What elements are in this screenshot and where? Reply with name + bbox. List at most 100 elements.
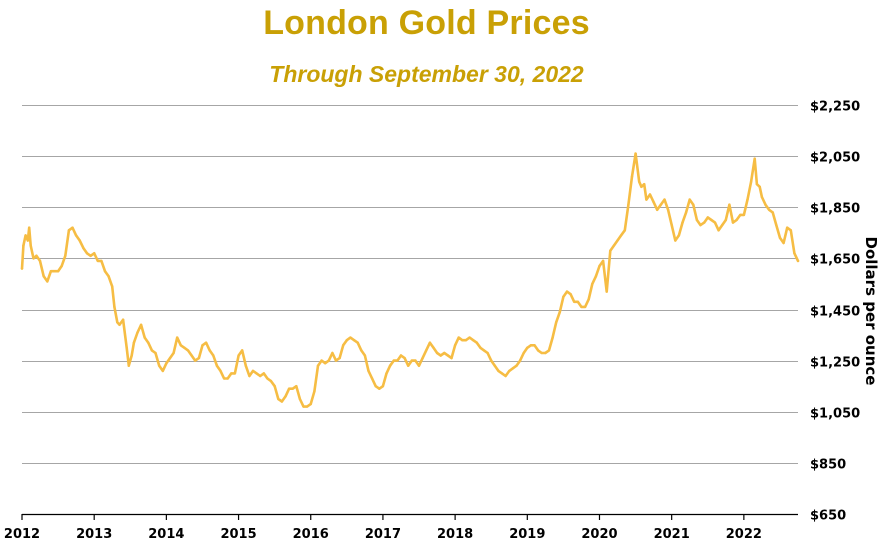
data-point	[547, 349, 551, 352]
data-point	[645, 198, 648, 201]
data-point	[643, 183, 646, 186]
data-point	[573, 300, 576, 303]
data-point	[20, 267, 24, 270]
data-point	[259, 374, 262, 378]
data-point	[504, 374, 507, 378]
data-point	[46, 280, 49, 283]
x-axis-labels: 2012 2013 2014 2015 2016 2017 2018 2019 2020 2021…	[4, 527, 762, 542]
data-point	[113, 305, 116, 309]
data-point	[172, 351, 175, 355]
data-point	[71, 226, 74, 229]
data-point	[666, 208, 670, 211]
x-tick-label: 2018	[437, 527, 473, 542]
data-point	[89, 254, 92, 257]
data-point	[587, 298, 590, 301]
data-point	[598, 264, 601, 268]
data-point	[197, 356, 201, 360]
data-point	[536, 349, 540, 352]
data-point	[594, 275, 598, 278]
data-point	[591, 282, 594, 286]
data-point	[760, 195, 764, 199]
data-point	[374, 385, 377, 388]
data-point	[186, 349, 190, 352]
data-point	[121, 318, 125, 321]
data-point	[269, 379, 273, 383]
data-point	[302, 405, 305, 408]
data-point	[472, 339, 475, 342]
y-tick-label: $1,450	[810, 305, 860, 320]
data-point	[403, 356, 406, 360]
data-point	[652, 200, 655, 204]
data-point	[324, 362, 327, 365]
data-point	[255, 372, 258, 375]
data-point	[396, 359, 399, 362]
data-point	[450, 356, 453, 360]
data-point	[428, 341, 432, 344]
data-point	[226, 377, 229, 380]
data-point	[486, 351, 489, 355]
data-point	[32, 257, 35, 260]
data-point	[468, 336, 471, 339]
data-point	[421, 356, 424, 360]
data-point	[204, 341, 208, 344]
x-tick-label: 2015	[220, 527, 256, 542]
data-point	[313, 390, 316, 393]
data-point	[580, 305, 583, 309]
data-point	[111, 285, 114, 288]
data-point	[457, 336, 460, 339]
data-point	[735, 218, 738, 222]
data-point	[728, 203, 731, 206]
data-point	[150, 349, 154, 352]
data-point	[190, 354, 193, 357]
data-point	[446, 354, 450, 357]
data-point	[414, 359, 417, 362]
data-point	[49, 270, 53, 273]
data-point	[370, 377, 374, 380]
data-point	[526, 346, 529, 349]
data-point	[742, 213, 746, 217]
data-point	[385, 372, 388, 375]
data-point	[168, 356, 172, 360]
data-point	[634, 152, 637, 155]
data-point	[717, 229, 720, 232]
data-point	[56, 270, 60, 273]
series-line-gold-price	[20, 152, 800, 408]
data-point	[663, 198, 666, 201]
y-tick-label: $2,050	[810, 151, 860, 166]
data-point	[710, 218, 713, 222]
x-tick-label: 2020	[581, 527, 617, 542]
y-tick-label: $2,250	[810, 100, 860, 115]
data-point	[284, 395, 287, 398]
data-point	[688, 198, 691, 201]
data-point	[143, 336, 146, 339]
data-point	[731, 221, 735, 224]
data-point	[497, 369, 500, 373]
data-point	[208, 349, 211, 352]
data-point	[320, 359, 323, 362]
data-point	[482, 349, 486, 352]
data-point	[67, 229, 71, 232]
data-point	[327, 359, 330, 362]
gridlines	[22, 105, 798, 464]
data-point	[352, 339, 356, 342]
data-point	[103, 270, 107, 273]
data-point	[544, 351, 547, 355]
x-tick-label: 2019	[509, 527, 545, 542]
chart-title: London Gold Prices	[263, 4, 590, 42]
x-tick-label: 2017	[365, 527, 401, 542]
data-point	[558, 310, 561, 314]
data-point	[378, 387, 381, 390]
data-point	[60, 264, 63, 268]
data-point	[796, 259, 800, 263]
data-point	[490, 359, 493, 362]
data-point	[349, 336, 352, 339]
data-point	[417, 364, 421, 367]
data-point	[755, 183, 759, 186]
data-point	[767, 208, 771, 211]
data-point	[605, 290, 608, 293]
y-tick-label: $1,250	[810, 356, 860, 371]
data-point	[721, 223, 724, 227]
y-tick-label: $1,650	[810, 253, 860, 268]
data-point	[407, 364, 410, 367]
data-point	[453, 344, 457, 347]
